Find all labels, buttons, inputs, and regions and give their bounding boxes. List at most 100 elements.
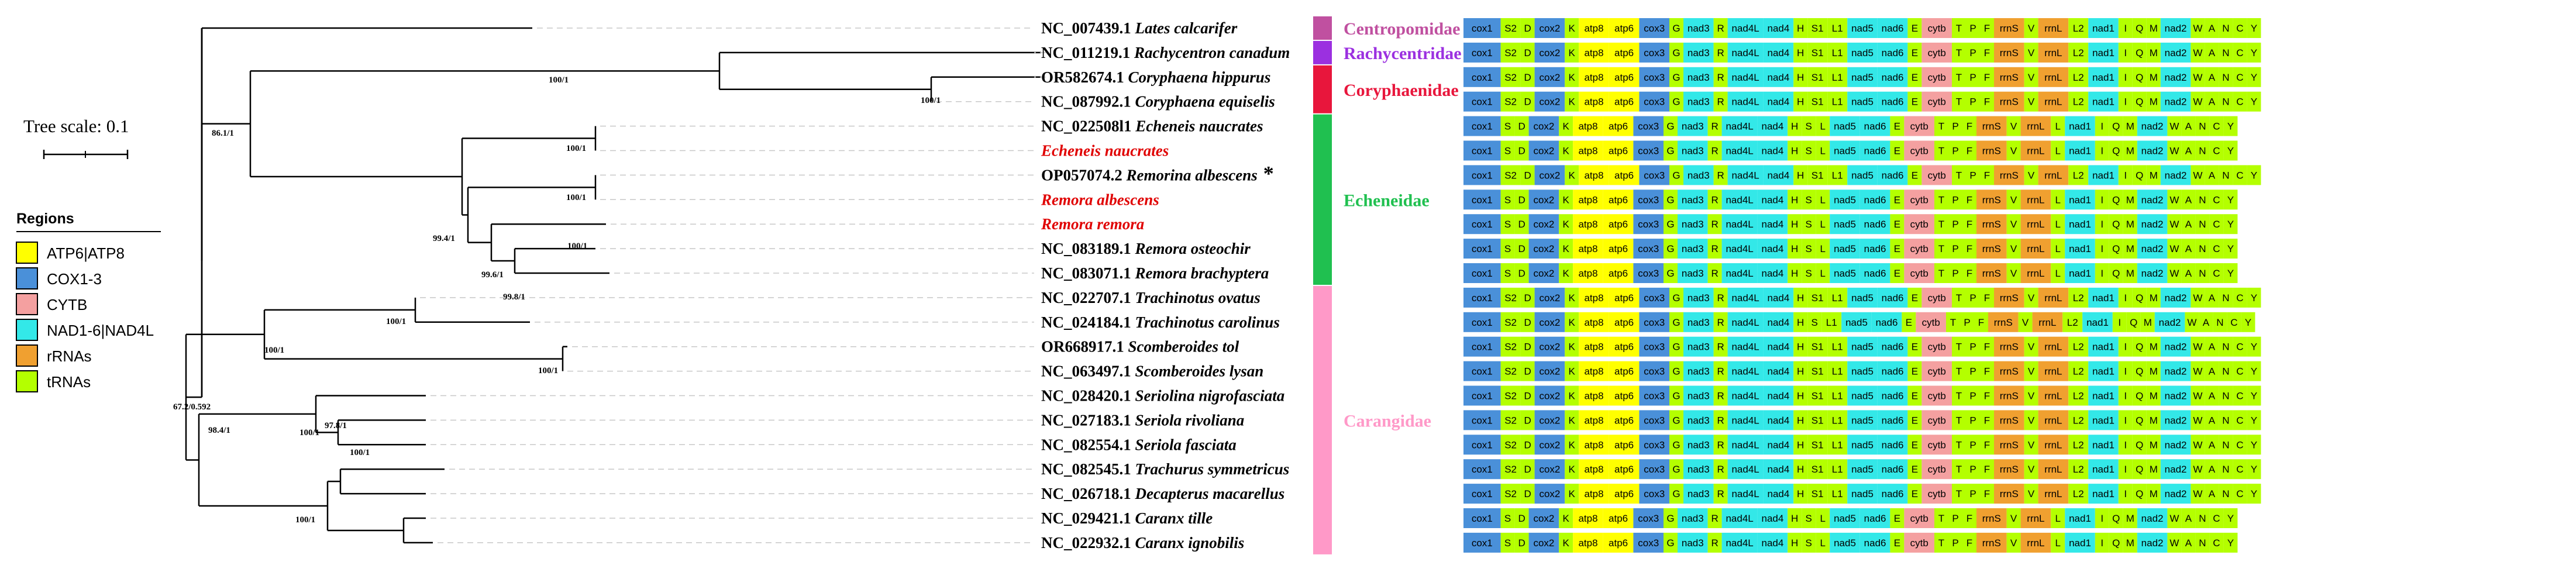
gene-label: E: [1912, 342, 1918, 353]
gene-label: N: [2216, 317, 2223, 328]
gene-block: [2118, 165, 2133, 185]
gene-block: [1678, 239, 1708, 259]
gene-label: cox1: [1472, 415, 1493, 426]
gene-label: Y: [2251, 342, 2257, 353]
gene-block: [1713, 385, 1728, 406]
gene-block: [2146, 361, 2161, 381]
gene-block: [2191, 67, 2205, 87]
gene-block: [2137, 239, 2168, 259]
gene-block: [1573, 189, 1603, 210]
gene-block: [2233, 385, 2247, 406]
gene-label: nad3: [1682, 194, 1704, 205]
regions-legend: Regions ATP6|ATP8COX1-3CYTBNAD1-6|NAD4Lr…: [16, 211, 161, 392]
gene-block: [1921, 385, 1952, 406]
gene-block: [2247, 410, 2261, 430]
gene-label: D: [1518, 268, 1525, 279]
gene-label: L1: [1832, 391, 1843, 402]
gene-label: nad5: [1851, 342, 1874, 353]
gene-label: T: [1956, 391, 1962, 402]
gene-label: I: [2100, 194, 2103, 205]
gene-label: cox3: [1644, 366, 1665, 377]
gene-block: [1609, 435, 1640, 455]
gene-label: H: [1791, 146, 1798, 157]
gene-label: rrnL: [2027, 537, 2044, 549]
gene-block: [1609, 91, 1640, 112]
gene-label: Q: [2112, 219, 2120, 230]
gene-label: R: [1717, 391, 1724, 402]
gene-label: rrnS: [2000, 464, 2019, 475]
gene-label: nad4: [1767, 439, 1789, 450]
gene-block: [1609, 361, 1640, 381]
gene-label: H: [1797, 23, 1804, 34]
gene-label: cox2: [1539, 488, 1560, 499]
gene-label: N: [2222, 391, 2229, 402]
gene-block: [1921, 165, 1952, 185]
gene-block: [2118, 42, 2133, 63]
gene-block: [1830, 508, 1860, 528]
gene-block: [1707, 189, 1722, 210]
gene-block: [2024, 165, 2038, 185]
gene-block: [2205, 18, 2219, 38]
gene-label: S1: [1812, 464, 1824, 475]
gene-block: [2247, 91, 2261, 112]
gene-label: cox3: [1644, 72, 1665, 83]
gene-label: nad2: [2141, 194, 2164, 205]
gene-label: H: [1791, 537, 1798, 549]
gene-block: [2233, 91, 2247, 112]
gene-label: rrnS: [2000, 415, 2019, 426]
gene-label: A: [2209, 439, 2216, 450]
gene-block: [2118, 336, 2133, 357]
gene-block: [1980, 336, 1994, 357]
gene-block: [2146, 42, 2161, 63]
gene-label: T: [1956, 292, 1962, 304]
taxon-label: NC_082545.1 Trachurus symmetricus: [1041, 460, 1289, 478]
gene-label: Y: [2227, 537, 2234, 549]
gene-block: [2068, 435, 2089, 455]
gene-label: P: [1969, 170, 1976, 181]
gene-label: cytb: [1928, 415, 1946, 426]
gene-label: nad5: [1834, 146, 1856, 157]
gene-label: I: [2124, 439, 2127, 450]
gene-block: [1952, 91, 1966, 112]
gene-label: G: [1672, 391, 1680, 402]
gene-label: S1: [1812, 292, 1824, 304]
gene-block: [1847, 165, 1878, 185]
gene-block: [1974, 312, 1988, 332]
gene-label: Q: [2112, 243, 2120, 254]
gene-block: [1633, 140, 1664, 161]
gene-block: [2006, 532, 2021, 553]
gene-label: D: [1518, 146, 1525, 157]
gene-block: [1520, 410, 1535, 430]
gene-block: [2051, 116, 2065, 136]
gene-block: [1890, 189, 1905, 210]
gene-block: [1793, 18, 1808, 38]
gene-label: C: [2213, 268, 2220, 279]
gene-block: [2146, 435, 2161, 455]
gene-label: nad5: [1834, 268, 1856, 279]
gene-block: [2233, 18, 2247, 38]
gene-block: [1669, 361, 1683, 381]
gene-block: [2118, 484, 2133, 504]
gene-block: [2024, 287, 2038, 308]
gene-label: E: [1912, 366, 1918, 377]
gene-label: W: [2193, 292, 2202, 304]
support-value: 100/1: [566, 193, 586, 202]
gene-label: rrnL: [2044, 47, 2062, 58]
gene-label: atp8: [1584, 170, 1603, 181]
gene-label: V: [2010, 537, 2017, 549]
gene-block: [2109, 532, 2123, 553]
gene-block: [1827, 410, 1848, 430]
gene-block: [1683, 484, 1714, 504]
gene-label: cox3: [1638, 513, 1659, 524]
gene-label: cox1: [1472, 268, 1493, 279]
gene-label: nad2: [2165, 366, 2187, 377]
gene-label: nad4L: [1726, 268, 1753, 279]
gene-block: [1520, 287, 1535, 308]
gene-block: [2191, 435, 2205, 455]
gene-block: [1952, 484, 1966, 504]
gene-label: atp6: [1614, 366, 1634, 377]
gene-label: nad6: [1882, 391, 1904, 402]
gene-block: [1565, 361, 1579, 381]
gene-label: R: [1711, 194, 1718, 205]
